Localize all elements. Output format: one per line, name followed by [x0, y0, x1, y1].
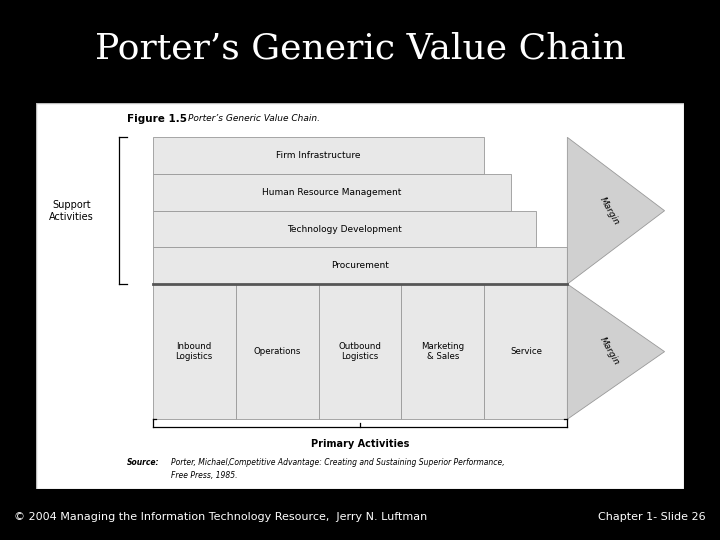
Text: Margin: Margin: [598, 336, 621, 367]
Text: Porter, Michael,: Porter, Michael,: [171, 458, 232, 467]
Bar: [318, 284, 402, 419]
Text: Free Press, 1985.: Free Press, 1985.: [171, 471, 238, 480]
Bar: [235, 284, 318, 419]
Text: Outbound
Logistics: Outbound Logistics: [338, 342, 382, 361]
Text: Competitive Advantage: Creating and Sustaining Superior Performance,: Competitive Advantage: Creating and Sust…: [229, 458, 505, 467]
Text: Operations: Operations: [253, 347, 301, 356]
Text: Source:: Source:: [127, 458, 159, 467]
Text: Support
Activities: Support Activities: [49, 200, 94, 221]
Text: Figure 1.5: Figure 1.5: [127, 114, 186, 124]
Polygon shape: [567, 137, 665, 284]
Text: © 2004 Managing the Information Technology Resource,  Jerry N. Luftman: © 2004 Managing the Information Technolo…: [14, 512, 428, 522]
Bar: [402, 284, 485, 419]
Bar: [153, 247, 567, 284]
Polygon shape: [567, 284, 665, 419]
Text: Human Resource Management: Human Resource Management: [262, 188, 402, 197]
Text: Chapter 1- Slide 26: Chapter 1- Slide 26: [598, 512, 706, 522]
Text: Inbound
Logistics: Inbound Logistics: [176, 342, 212, 361]
Text: Porter’s Generic Value Chain: Porter’s Generic Value Chain: [94, 32, 626, 65]
Bar: [153, 284, 235, 419]
Text: Procurement: Procurement: [331, 261, 389, 270]
Text: Margin: Margin: [598, 195, 621, 226]
Text: Firm Infrastructure: Firm Infrastructure: [276, 151, 361, 160]
Text: Primary Activities: Primary Activities: [311, 438, 409, 449]
Bar: [153, 211, 536, 247]
Text: Technology Development: Technology Development: [287, 225, 402, 233]
Bar: [153, 137, 485, 174]
Text: Marketing
& Sales: Marketing & Sales: [421, 342, 464, 361]
Text: Porter’s Generic Value Chain.: Porter’s Generic Value Chain.: [189, 114, 320, 123]
Bar: [153, 174, 511, 211]
Bar: [485, 284, 567, 419]
Text: Service: Service: [510, 347, 542, 356]
